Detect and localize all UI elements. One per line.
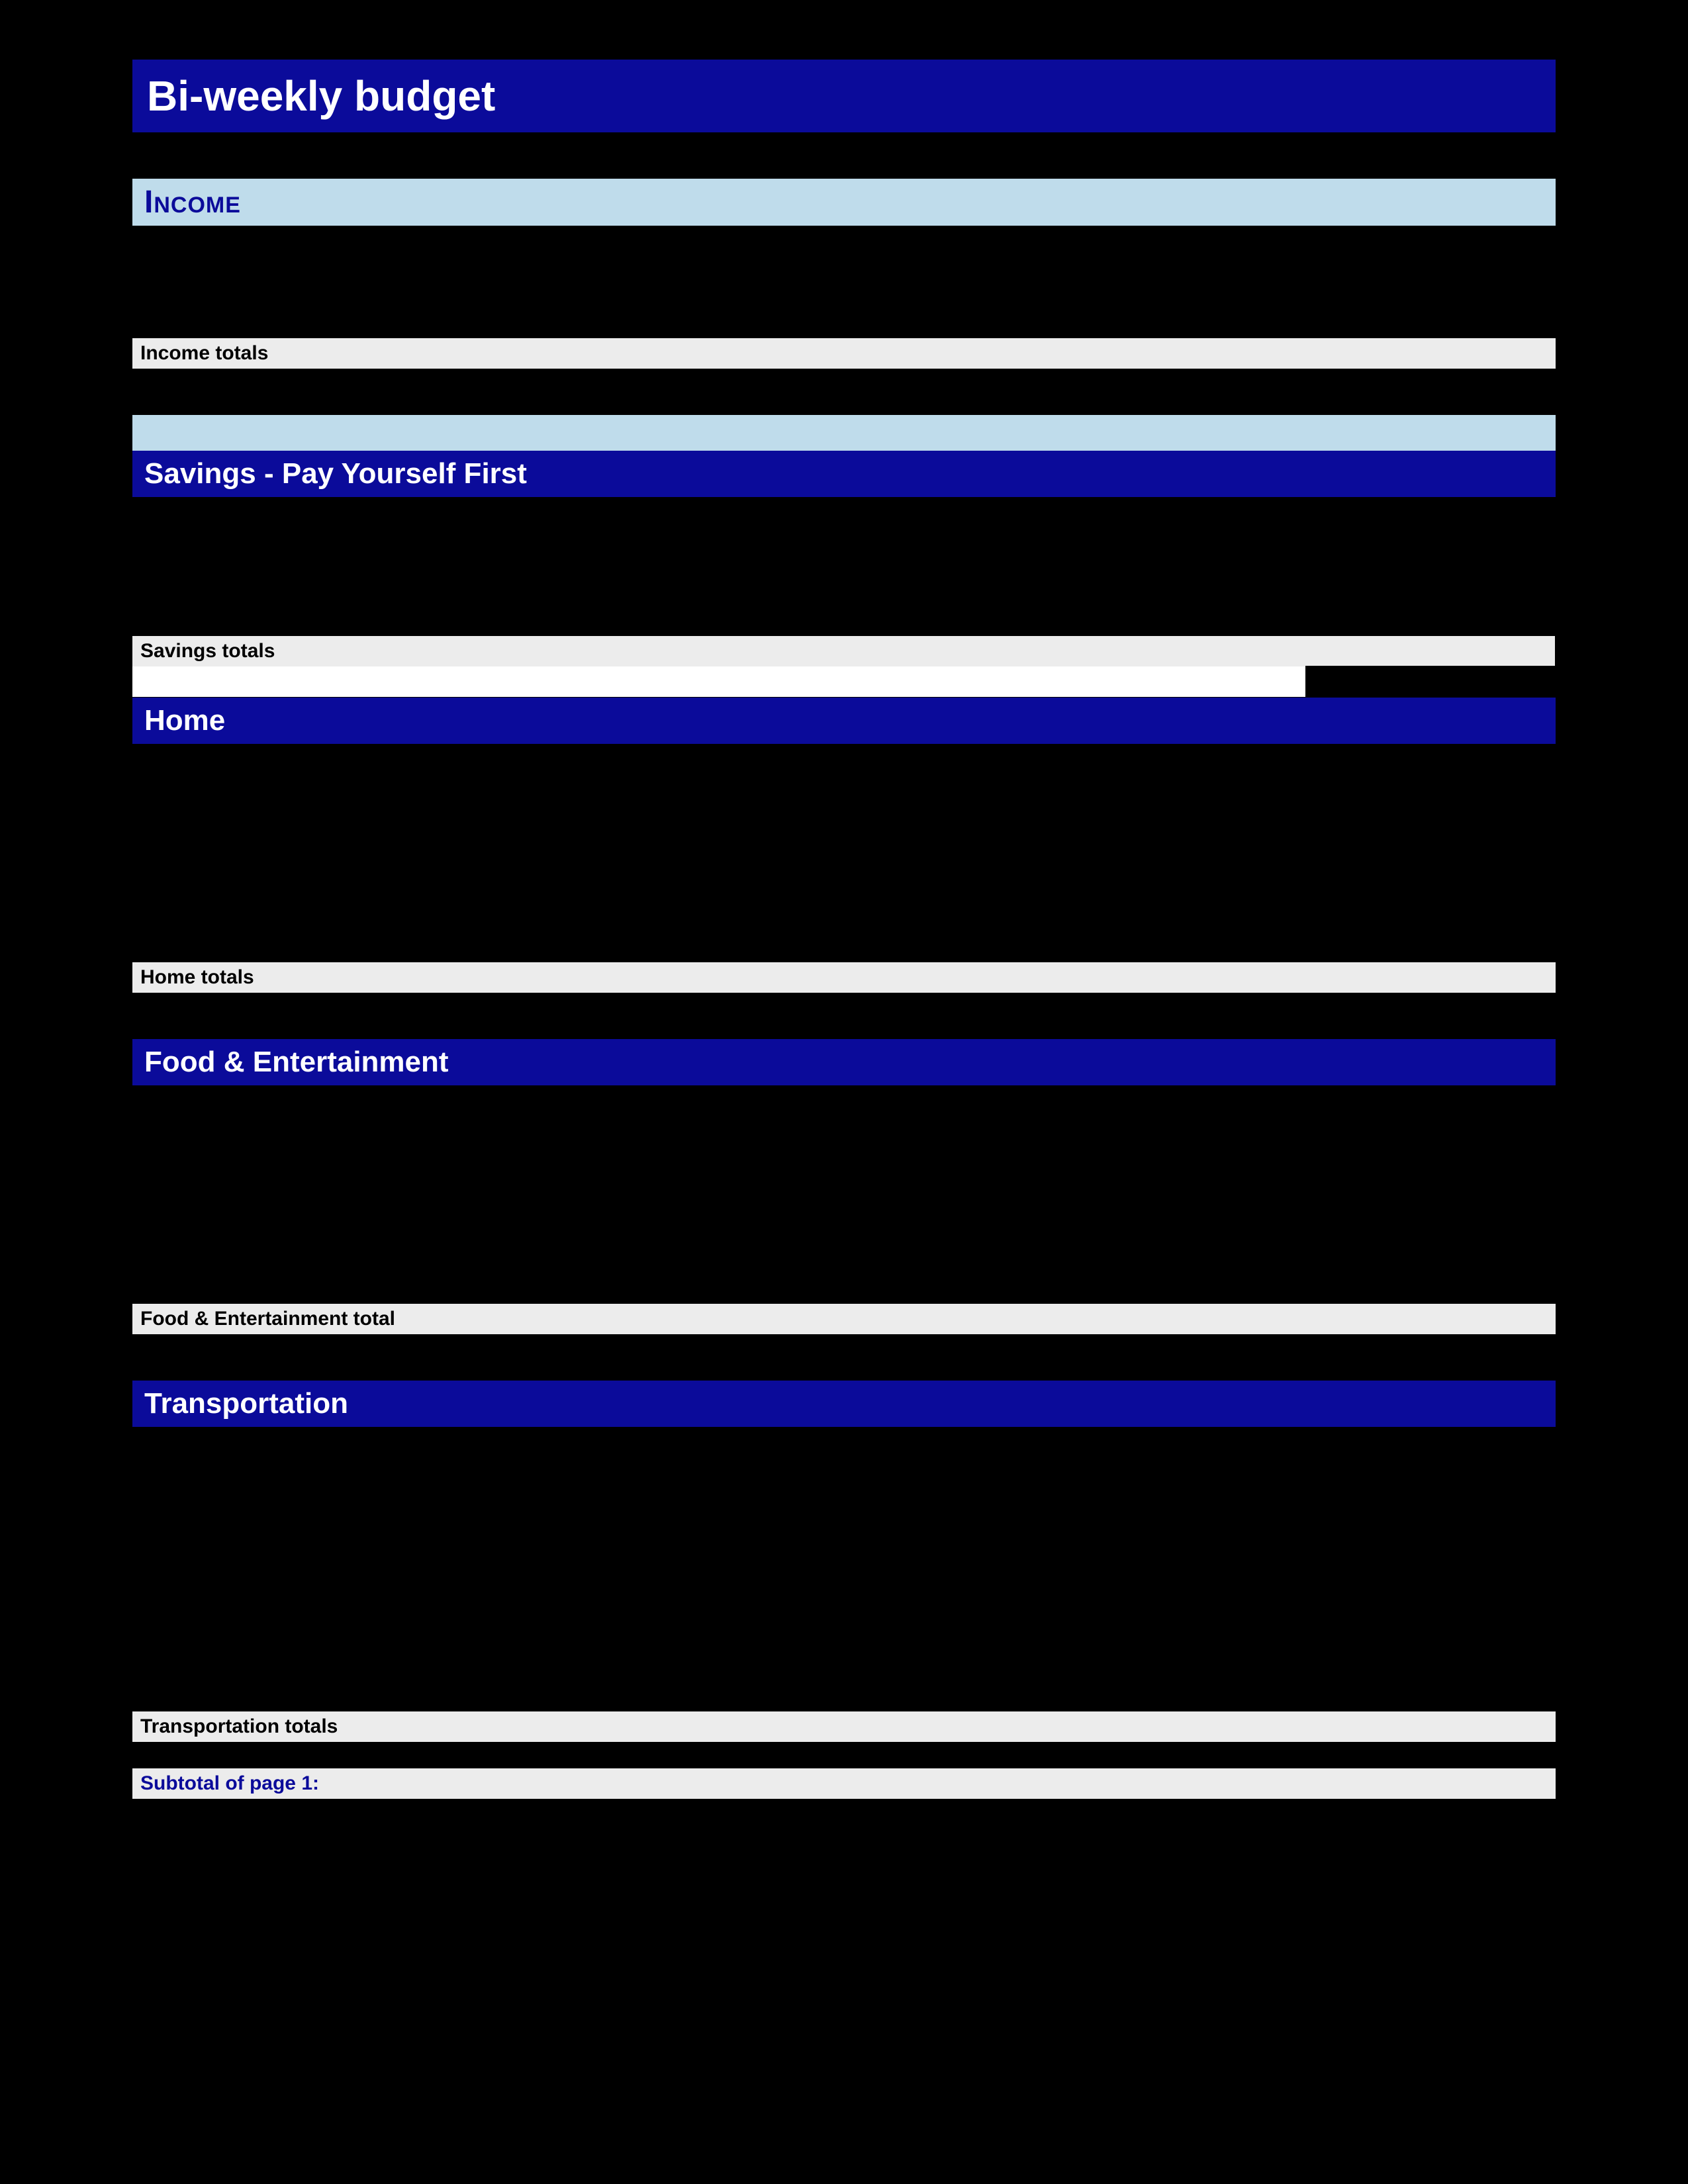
transportation-body-gap: [132, 1427, 1556, 1711]
food-body-gap: [132, 1085, 1556, 1304]
income-section-header: Income: [132, 179, 1556, 226]
savings-white-row: [132, 666, 1555, 697]
income-totals-label: Income totals: [132, 338, 559, 369]
savings-totals-label: Savings totals: [132, 636, 559, 666]
savings-section-header: Savings - Pay Yourself First: [132, 451, 1556, 497]
transportation-totals-c4: [1307, 1711, 1556, 1742]
savings-white-c3: [1057, 666, 1306, 697]
savings-white-c4-black: [1306, 666, 1555, 697]
food-totals-row: Food & Entertainment total: [132, 1304, 1556, 1334]
savings-white-c0: [132, 666, 559, 697]
food-totals-table: Food & Entertainment total: [132, 1304, 1556, 1334]
subtotal-row: Subtotal of page 1:: [132, 1768, 1556, 1799]
transportation-section-header: Transportation: [132, 1381, 1556, 1427]
savings-white-c2: [808, 666, 1057, 697]
income-after-gap: [132, 369, 1556, 415]
transportation-totals-c2: [808, 1711, 1057, 1742]
food-totals-c3: [1058, 1304, 1307, 1334]
savings-totals-row: Savings totals: [132, 636, 1555, 666]
savings-body-gap: [132, 497, 1556, 636]
savings-white-c1: [559, 666, 808, 697]
income-totals-c3: [1058, 338, 1307, 369]
home-totals-c4: [1307, 962, 1556, 993]
income-totals-c1: [559, 338, 808, 369]
food-totals-label: Food & Entertainment total: [132, 1304, 559, 1334]
subtotal-c3: [1058, 1768, 1307, 1799]
food-totals-c1: [559, 1304, 808, 1334]
savings-totals-c3: [1057, 636, 1306, 666]
food-section-header: Food & Entertainment: [132, 1039, 1556, 1085]
income-totals-table: Income totals: [132, 338, 1556, 369]
home-totals-row: Home totals: [132, 962, 1556, 993]
transportation-totals-c3: [1058, 1711, 1307, 1742]
food-totals-c2: [808, 1304, 1057, 1334]
home-totals-label: Home totals: [132, 962, 559, 993]
subtotal-label: Subtotal of page 1:: [132, 1768, 559, 1799]
income-totals-c2: [808, 338, 1057, 369]
savings-totals-c1: [559, 636, 808, 666]
savings-pre-band: [132, 415, 1556, 451]
subtotal-c4: [1307, 1768, 1556, 1799]
home-after-gap: [132, 993, 1556, 1039]
transportation-totals-c1: [559, 1711, 808, 1742]
home-totals-c3: [1058, 962, 1307, 993]
page-title: Bi-weekly budget: [132, 60, 1556, 132]
income-body-gap: [132, 226, 1556, 338]
home-totals-c1: [559, 962, 808, 993]
food-totals-c4: [1307, 1304, 1556, 1334]
savings-totals-table: Savings totals: [132, 636, 1556, 698]
savings-totals-c4: [1306, 636, 1555, 666]
subtotal-c1: [559, 1768, 808, 1799]
home-section-header: Home: [132, 698, 1556, 744]
home-totals-c2: [808, 962, 1057, 993]
transportation-totals-label: Transportation totals: [132, 1711, 559, 1742]
transportation-after-gap: [132, 1742, 1556, 1768]
savings-totals-c2: [808, 636, 1057, 666]
subtotal-c2: [808, 1768, 1057, 1799]
transportation-totals-row: Transportation totals: [132, 1711, 1556, 1742]
food-after-gap: [132, 1334, 1556, 1381]
home-body-gap: [132, 744, 1556, 962]
income-totals-c4: [1307, 338, 1556, 369]
transportation-totals-table: Transportation totals: [132, 1711, 1556, 1742]
home-totals-table: Home totals: [132, 962, 1556, 993]
subtotal-table: Subtotal of page 1:: [132, 1768, 1556, 1799]
income-totals-row: Income totals: [132, 338, 1556, 369]
